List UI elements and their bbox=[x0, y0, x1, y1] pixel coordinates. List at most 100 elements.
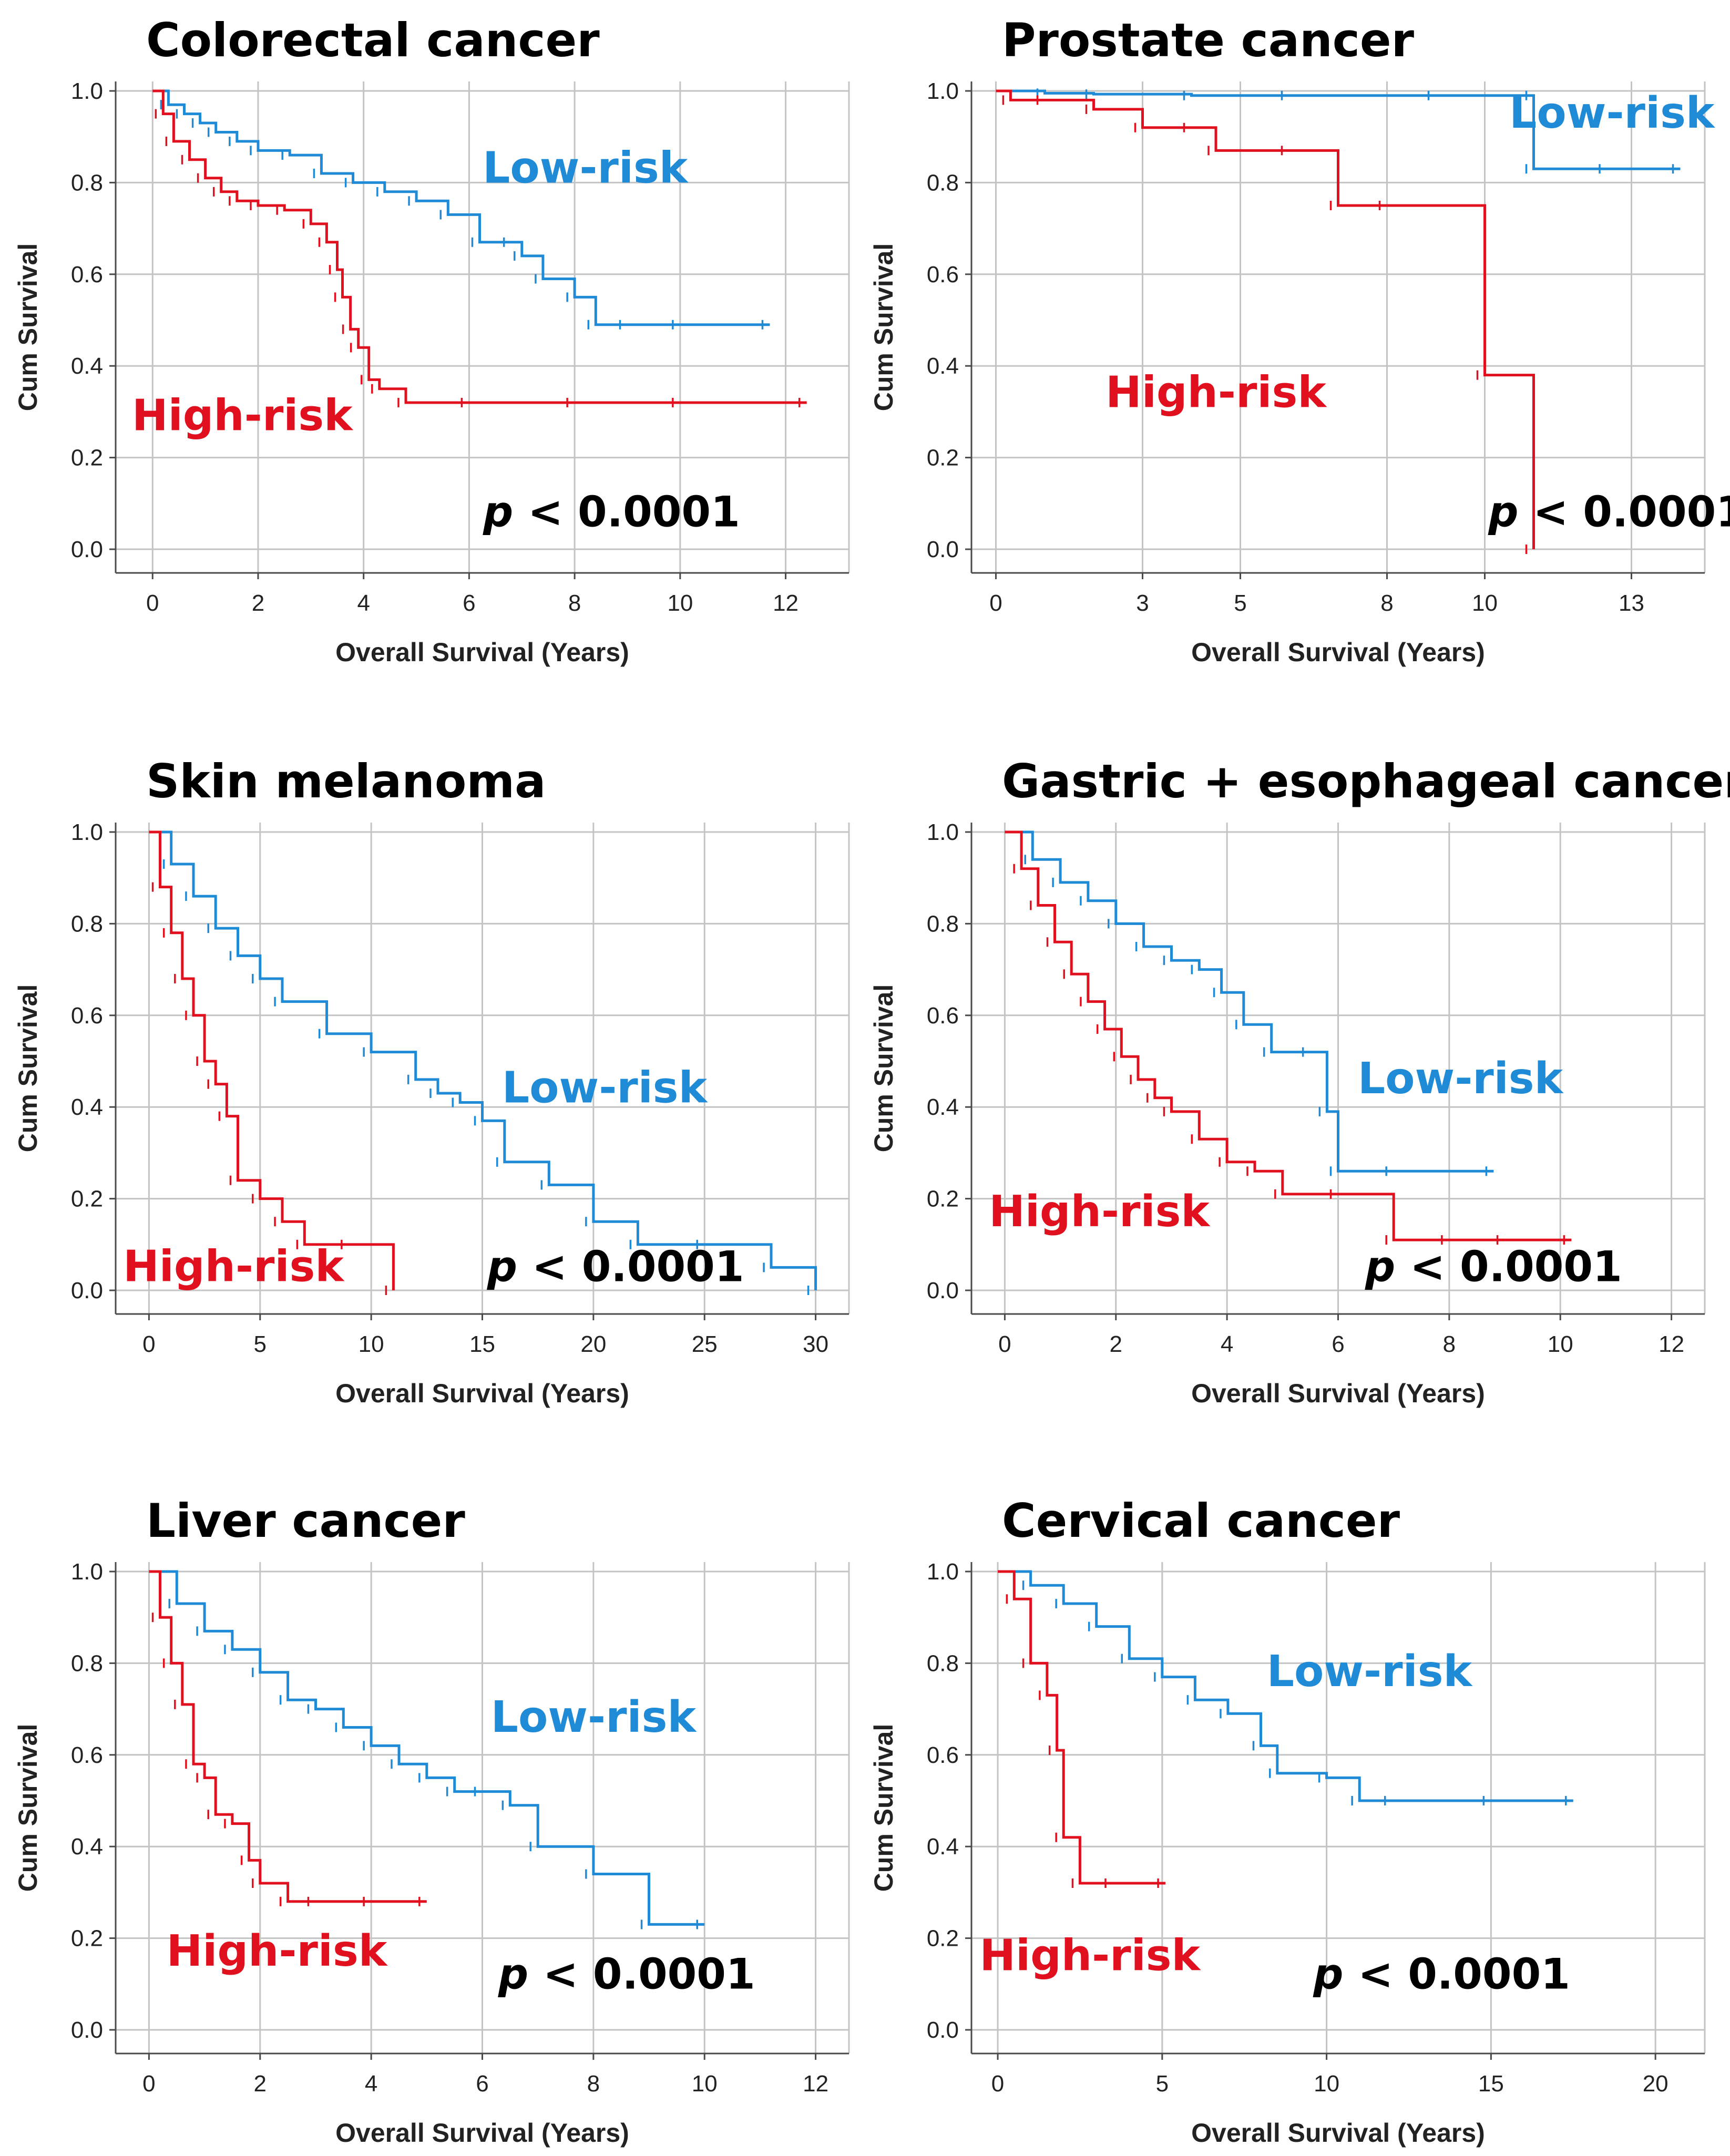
x-tick-label: 6 bbox=[463, 590, 475, 616]
y-tick-label: 0.4 bbox=[927, 353, 959, 379]
p-value-label: p < 0.0001 bbox=[1365, 1243, 1622, 1291]
x-axis-label: Overall Survival (Years) bbox=[1191, 2118, 1485, 2148]
x-axis-label: Overall Survival (Years) bbox=[1191, 638, 1485, 667]
low-risk-curve bbox=[998, 1570, 1573, 1802]
low-risk-label: Low-risk bbox=[502, 1063, 709, 1113]
y-tick-label: 0.6 bbox=[71, 1742, 103, 1768]
y-tick-label: 0.0 bbox=[927, 537, 959, 562]
x-tick-label: 20 bbox=[1643, 2071, 1668, 2097]
chart-title: Prostate cancer bbox=[1002, 13, 1415, 67]
y-tick-label: 0.2 bbox=[927, 1186, 959, 1212]
y-tick-label: 1.0 bbox=[927, 819, 959, 845]
y-axis-label: Cum Survival bbox=[13, 1724, 43, 1892]
y-tick-label: 1.0 bbox=[71, 1559, 103, 1585]
high-risk-label: High-risk bbox=[1105, 368, 1327, 418]
chart-title: Colorectal cancer bbox=[146, 13, 600, 67]
y-tick-label: 0.8 bbox=[71, 911, 103, 937]
x-tick-label: 15 bbox=[469, 1331, 495, 1357]
y-tick-label: 0.4 bbox=[927, 1094, 959, 1120]
y-tick-label: 0.0 bbox=[927, 1278, 959, 1303]
x-tick-label: 5 bbox=[1156, 2071, 1169, 2097]
x-axis-label: Overall Survival (Years) bbox=[335, 1379, 629, 1408]
x-tick-label: 5 bbox=[1234, 590, 1246, 616]
p-value-label: p < 0.0001 bbox=[483, 487, 740, 536]
x-tick-label: 2 bbox=[252, 590, 264, 616]
low-risk-label: Low-risk bbox=[1267, 1647, 1473, 1697]
x-tick-label: 6 bbox=[1332, 1331, 1344, 1357]
x-tick-label: 15 bbox=[1478, 2071, 1504, 2097]
high-risk-curve bbox=[152, 89, 807, 404]
x-tick-label: 25 bbox=[692, 1331, 718, 1357]
panel-skin-melanoma: 0 5 10 15 20 25 30 0.0 0.2 0.4 0.6 0.8 1.0 Overall Su… bbox=[13, 754, 850, 1408]
x-tick-label: 8 bbox=[1443, 1331, 1456, 1357]
p-threshold: < 0.0001 bbox=[1395, 1243, 1622, 1291]
panel-gastric-esophageal: 0 2 4 6 8 10 12 0.0 0.2 0.4 0.6 0.8 1.0 Overall Survi… bbox=[869, 754, 1730, 1408]
x-tick-label: 30 bbox=[803, 1331, 828, 1357]
p-symbol: p bbox=[487, 1243, 517, 1291]
low-risk-label: Low-risk bbox=[491, 1692, 698, 1742]
y-axis-label: Cum Survival bbox=[869, 1724, 898, 1892]
x-tick-label: 8 bbox=[587, 2071, 600, 2097]
low-risk-curve bbox=[152, 89, 770, 326]
low-risk-label: Low-risk bbox=[1509, 88, 1716, 138]
y-tick-label: 0.8 bbox=[927, 911, 959, 937]
y-tick-label: 0.6 bbox=[71, 1003, 103, 1029]
y-tick-label: 0.2 bbox=[71, 1926, 103, 1952]
y-tick-label: 0.4 bbox=[71, 1094, 103, 1120]
p-value-label: p < 0.0001 bbox=[487, 1243, 744, 1291]
y-axis-label: Cum Survival bbox=[869, 984, 898, 1153]
y-tick-label: 0.8 bbox=[927, 170, 959, 196]
x-tick-label: 5 bbox=[254, 1331, 267, 1357]
y-tick-label: 0.6 bbox=[71, 262, 103, 288]
y-tick-label: 1.0 bbox=[71, 819, 103, 845]
y-tick-label: 0.4 bbox=[927, 1834, 959, 1860]
x-tick-label: 10 bbox=[1472, 590, 1498, 616]
y-tick-label: 0.4 bbox=[71, 1834, 103, 1860]
y-tick-label: 0.6 bbox=[927, 1742, 959, 1768]
panel-liver: 0 2 4 6 8 10 12 0.0 0.2 0.4 0.6 0.8 1.0 Overall Survi… bbox=[13, 1494, 850, 2148]
y-tick-label: 0.8 bbox=[71, 170, 103, 196]
x-tick-label: 0 bbox=[998, 1331, 1011, 1357]
p-symbol: p bbox=[1488, 487, 1518, 536]
high-risk-curve bbox=[149, 830, 395, 1290]
x-tick-label: 2 bbox=[254, 2071, 267, 2097]
y-tick-label: 0.2 bbox=[71, 1186, 103, 1212]
p-value-label: p < 0.0001 bbox=[1488, 487, 1730, 536]
y-tick-label: 0.2 bbox=[927, 445, 959, 471]
y-tick-label: 0.0 bbox=[71, 2017, 103, 2043]
x-tick-label: 4 bbox=[357, 590, 370, 616]
p-threshold: < 0.0001 bbox=[528, 1950, 755, 1999]
p-threshold: < 0.0001 bbox=[1519, 487, 1730, 536]
panel-prostate: 0 3 5 8 10 13 0.0 0.2 0.4 0.6 0.8 1.0 Overall Surviv… bbox=[869, 13, 1730, 667]
y-tick-label: 1.0 bbox=[71, 78, 103, 104]
p-value-label: p < 0.0001 bbox=[498, 1950, 755, 1999]
low-risk-curve bbox=[149, 830, 817, 1290]
x-tick-label: 0 bbox=[142, 1331, 155, 1357]
p-threshold: < 0.0001 bbox=[1343, 1950, 1570, 1999]
y-tick-label: 0.8 bbox=[71, 1650, 103, 1676]
x-tick-label: 2 bbox=[1110, 1331, 1122, 1357]
high-risk-curve bbox=[998, 1570, 1166, 1885]
p-symbol: p bbox=[1313, 1950, 1343, 1999]
y-tick-label: 0.8 bbox=[927, 1650, 959, 1676]
low-risk-label: Low-risk bbox=[483, 143, 689, 193]
low-risk-curve bbox=[1005, 830, 1494, 1173]
x-tick-label: 3 bbox=[1136, 590, 1149, 616]
y-axis-label: Cum Survival bbox=[13, 984, 43, 1153]
panel-colorectal: 0 2 4 6 8 10 12 0.0 0.2 0.4 0.6 0.8 1.0 Overall Survi… bbox=[13, 13, 850, 667]
panel-cervical: 0 5 10 15 20 0.0 0.2 0.4 0.6 0.8 1.0 Overall Surviv… bbox=[869, 1494, 1706, 2148]
y-tick-label: 0.0 bbox=[71, 537, 103, 562]
p-symbol: p bbox=[1365, 1243, 1395, 1291]
x-tick-label: 10 bbox=[1314, 2071, 1339, 2097]
y-tick-label: 0.2 bbox=[927, 1926, 959, 1952]
chart-title: Cervical cancer bbox=[1002, 1494, 1400, 1548]
x-tick-label: 4 bbox=[1221, 1331, 1233, 1357]
low-risk-curve bbox=[149, 1570, 705, 1926]
high-risk-curve bbox=[149, 1570, 427, 1903]
x-tick-label: 0 bbox=[991, 2071, 1004, 2097]
low-risk-label: Low-risk bbox=[1358, 1054, 1564, 1104]
high-risk-label: High-risk bbox=[989, 1187, 1211, 1237]
p-value-label: p < 0.0001 bbox=[1313, 1950, 1570, 1999]
high-risk-label: High-risk bbox=[167, 1926, 388, 1976]
